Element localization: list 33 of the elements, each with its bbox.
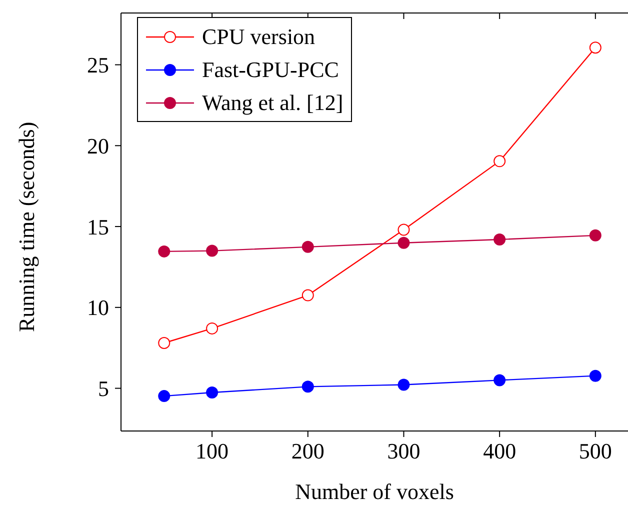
point <box>398 236 410 249</box>
point <box>398 224 410 236</box>
point <box>589 370 602 382</box>
point <box>302 380 314 393</box>
point <box>589 42 602 54</box>
legend-label: CPU version <box>202 23 316 51</box>
point <box>206 386 218 398</box>
point <box>206 244 218 257</box>
point <box>494 233 506 246</box>
y-tick-label: 25 <box>87 52 109 78</box>
point <box>302 289 314 302</box>
point <box>206 322 218 334</box>
point <box>398 378 410 391</box>
legend-label: Wang et al. [12] <box>202 89 344 117</box>
x-tick-label: 200 <box>291 438 324 464</box>
point <box>494 374 506 386</box>
y-tick-label: 10 <box>87 295 109 320</box>
y-tick-label: 5 <box>98 376 109 402</box>
point <box>158 245 170 258</box>
legend-label: Fast-GPU-PCC <box>202 56 339 84</box>
y-axis-title: Running time (seconds) <box>14 122 39 332</box>
x-tick-label: 400 <box>483 438 516 464</box>
y-tick-label: 20 <box>87 133 109 158</box>
x-tick-label: 500 <box>578 438 612 464</box>
x-tick-label: 300 <box>387 438 420 464</box>
x-tick-label: 100 <box>196 438 229 464</box>
point <box>302 240 314 253</box>
point <box>158 390 170 402</box>
point <box>158 337 170 349</box>
y-tick-label: 15 <box>87 214 109 240</box>
point <box>589 229 602 242</box>
point <box>494 155 506 168</box>
x-axis-title: Number of voxels <box>295 479 454 504</box>
